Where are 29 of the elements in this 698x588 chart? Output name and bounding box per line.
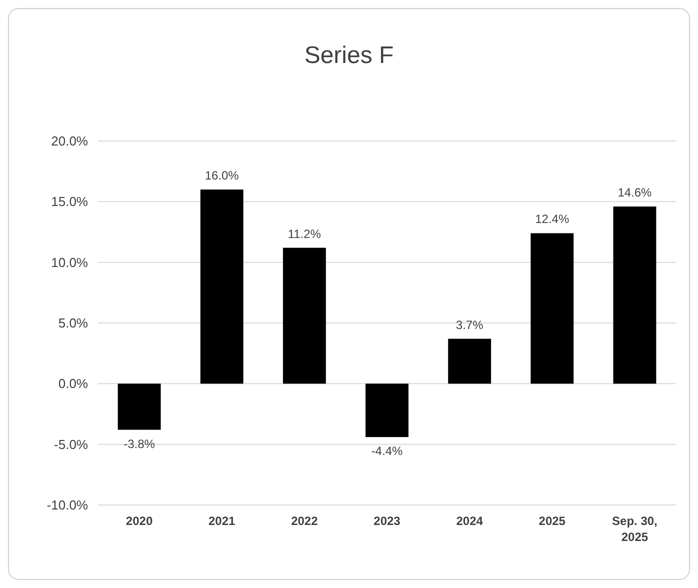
- y-tick-label: -10.0%: [46, 498, 88, 513]
- y-tick-label: 0.0%: [58, 376, 88, 392]
- chart-title: Series F: [304, 42, 394, 69]
- bar: [530, 233, 574, 384]
- x-tick-label: 2022: [291, 514, 318, 528]
- bar: [613, 206, 656, 384]
- y-tick-label: -5.0%: [54, 436, 88, 452]
- bar: [366, 384, 408, 438]
- data-label: 3.7%: [456, 318, 484, 332]
- y-tick-label: 5.0%: [58, 316, 88, 331]
- data-label: 16.0%: [204, 168, 240, 183]
- bar: [448, 338, 492, 384]
- data-label: 12.4%: [535, 212, 570, 226]
- bar: [200, 190, 244, 384]
- data-label: 11.2%: [288, 226, 322, 241]
- data-label: -4.4%: [371, 444, 403, 458]
- x-tick-label: 2021: [208, 514, 236, 528]
- data-label: 14.6%: [618, 186, 652, 200]
- y-tick-label: 15.0%: [51, 194, 88, 210]
- data-label: -3.8%: [124, 436, 156, 451]
- x-tick-label: 2024: [456, 514, 484, 528]
- x-tick-label: Sep. 30, 2025: [612, 514, 658, 544]
- y-tick-label: 20.0%: [51, 134, 88, 149]
- bar: [118, 384, 161, 430]
- x-tick-label: 2023: [374, 514, 401, 528]
- x-tick-label: 2020: [126, 514, 153, 528]
- x-tick-label: 2025: [538, 514, 566, 528]
- y-tick-label: 10.0%: [51, 254, 88, 270]
- bar: [282, 248, 326, 384]
